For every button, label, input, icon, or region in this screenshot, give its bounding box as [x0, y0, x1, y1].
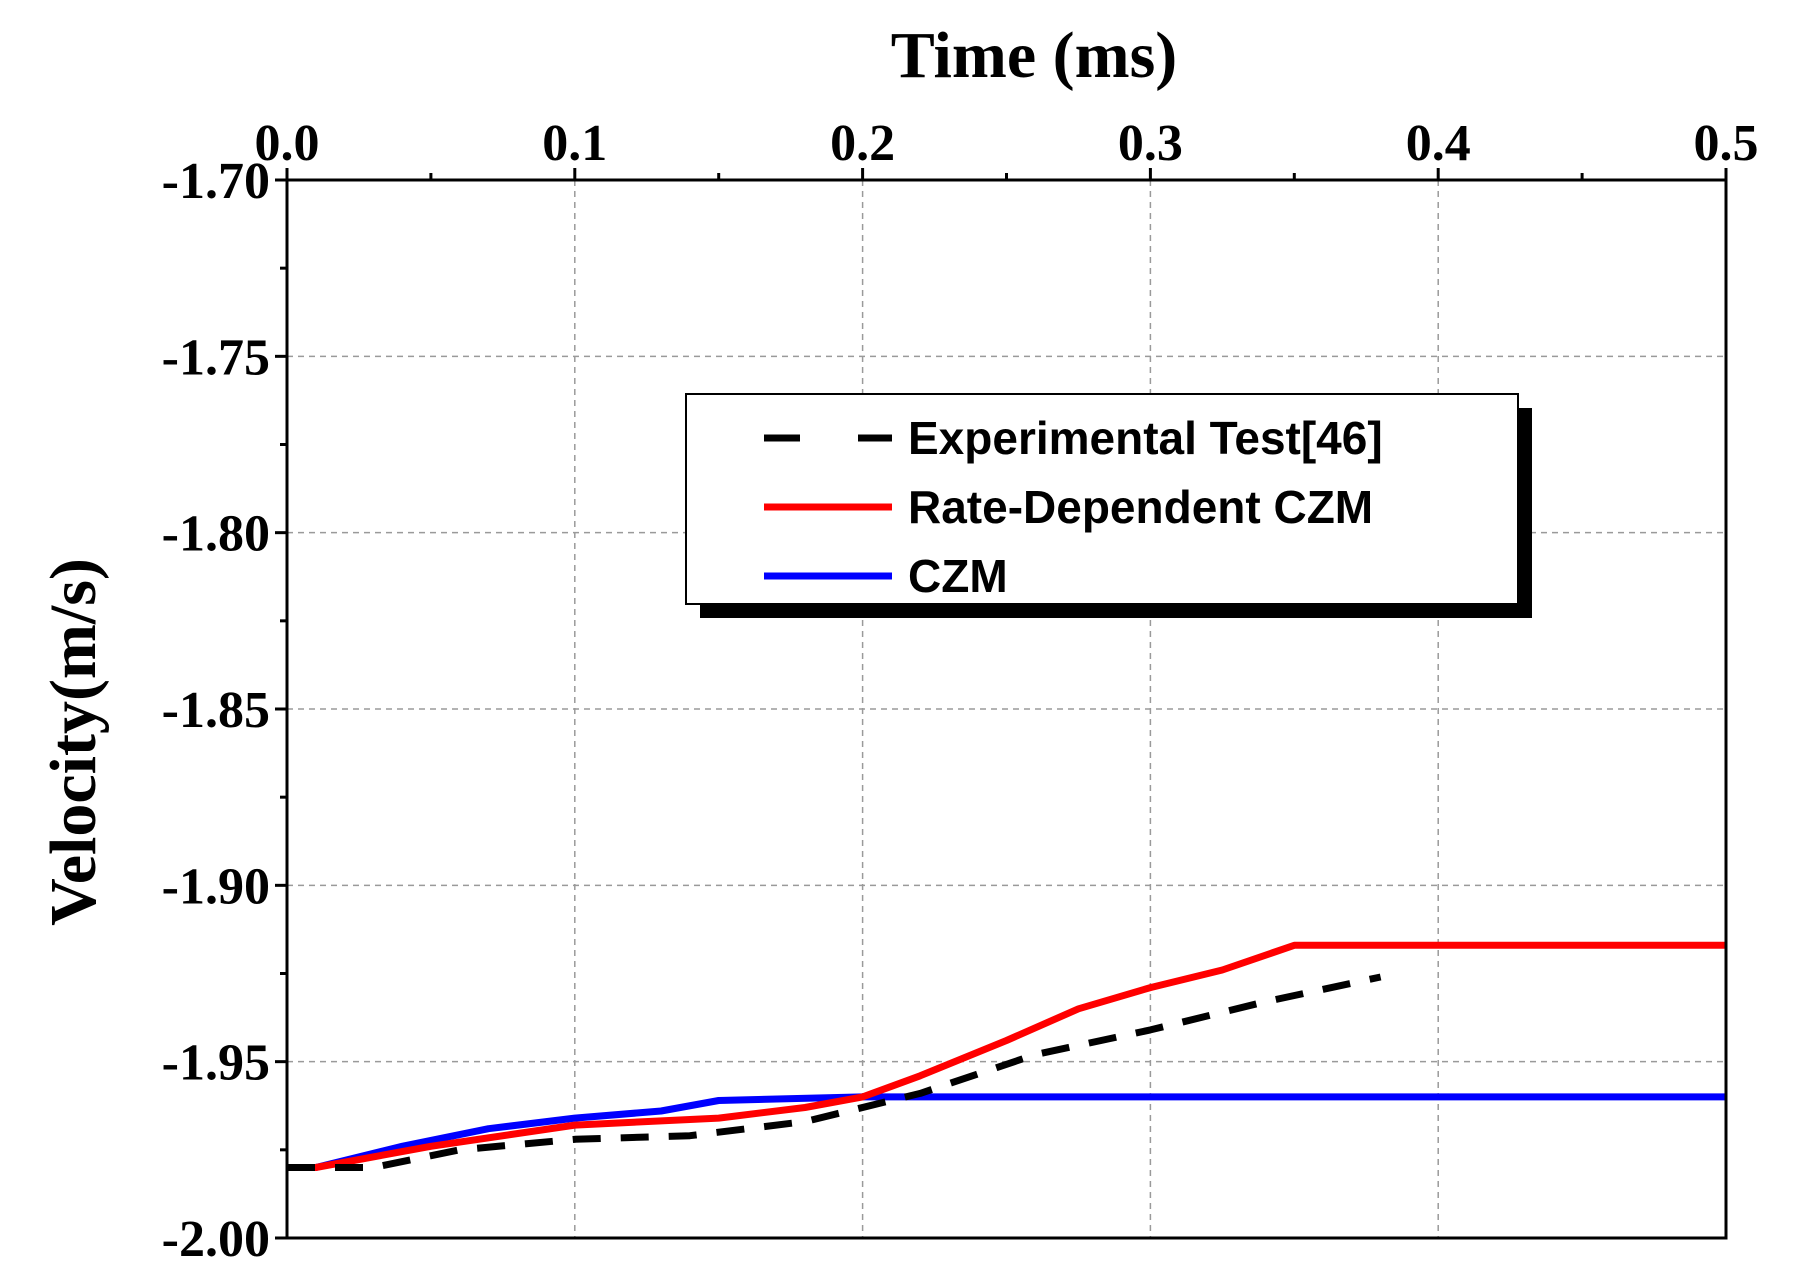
series-line-1 [287, 941, 1726, 1171]
x-tick-label: 0.4 [1406, 115, 1471, 172]
grid [287, 180, 1726, 1238]
y-tick-label: -2.00 [162, 1211, 270, 1268]
y-tick-label: -1.85 [162, 682, 270, 739]
axis-ticks: 0.0 0.1 0.2 0.3 0.4 0.5 -2.00 -1.95 -1.90 -1.85 -1… [162, 115, 1759, 1268]
series-lines [287, 941, 1726, 1171]
x-axis-title: Time (ms) [891, 19, 1178, 92]
series-line-0 [287, 973, 1382, 1171]
legend: Experimental Test[46] Rate-Dependent CZM C… [685, 393, 1532, 618]
y-axis-title: Velocity(m/s) [37, 558, 110, 926]
x-tick-label: 0.2 [830, 115, 895, 172]
y-tick-label: -1.75 [162, 329, 270, 386]
y-tick-label: -1.95 [162, 1035, 270, 1092]
legend-label-0: Experimental Test[46] [908, 412, 1383, 464]
x-tick-label: 0.0 [255, 115, 320, 172]
legend-label-2: CZM [908, 550, 1008, 602]
legend-box [685, 393, 1519, 605]
legend-label-1: Rate-Dependent CZM [908, 481, 1373, 533]
y-tick-label: -1.70 [162, 153, 270, 210]
x-tick-label: 0.1 [542, 115, 607, 172]
x-tick-label: 0.3 [1118, 115, 1183, 172]
y-tick-label: -1.90 [162, 858, 270, 915]
x-tick-label: 0.5 [1694, 115, 1759, 172]
y-tick-label: -1.80 [162, 506, 270, 563]
